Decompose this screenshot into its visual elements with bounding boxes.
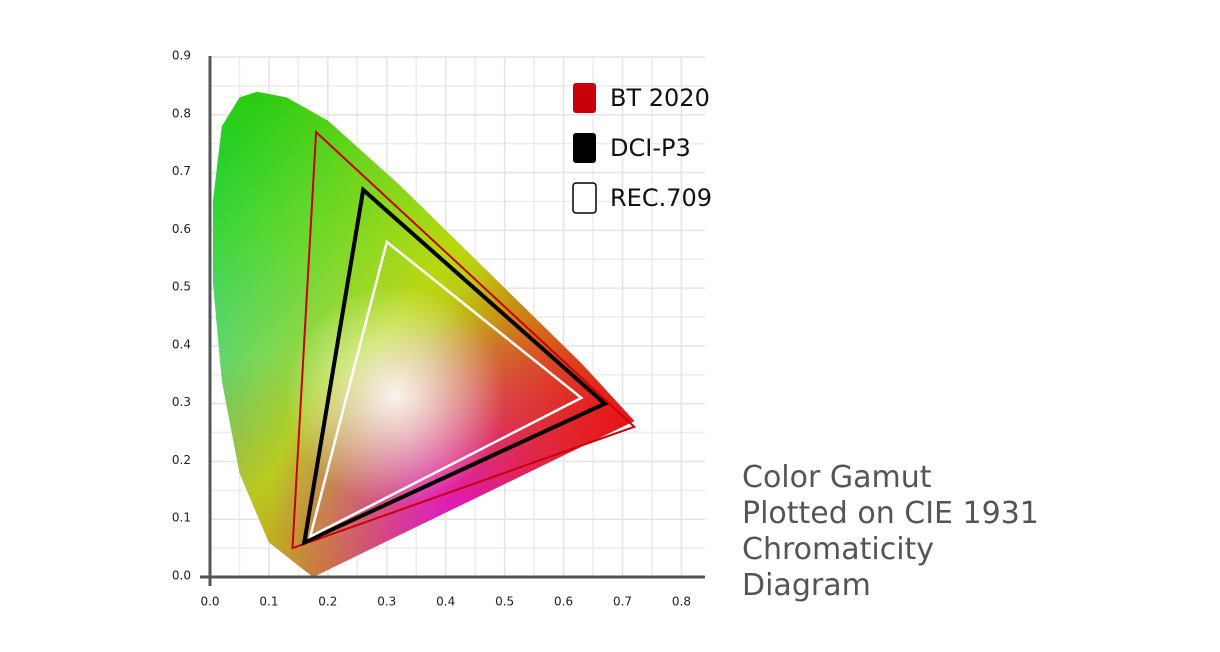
locus-shading xyxy=(212,91,635,577)
x-tick-label: 0.0 xyxy=(200,595,219,609)
y-tick-label: 0.4 xyxy=(172,337,191,351)
x-tick-label: 0.1 xyxy=(259,595,278,609)
legend-label: BT 2020 xyxy=(610,84,710,112)
gamut-triangle xyxy=(308,239,584,539)
title-line: Color Gamut xyxy=(742,460,932,495)
title-line: Diagram xyxy=(742,568,871,603)
y-tick-label: 0.1 xyxy=(172,511,191,525)
gamut-triangle xyxy=(291,129,637,550)
title-line: Chromaticity xyxy=(742,532,935,567)
chart-title: Color Gamut Plotted on CIE 1931 Chromatici… xyxy=(742,460,1039,604)
x-tick-label: 0.6 xyxy=(554,595,573,609)
axes xyxy=(200,56,705,586)
y-tick-label: 0.2 xyxy=(172,453,191,467)
x-tick-label: 0.2 xyxy=(318,595,337,609)
gamuts xyxy=(291,129,637,550)
legend-swatch xyxy=(573,83,596,113)
x-tick-label: 0.4 xyxy=(436,595,455,609)
x-tick-label: 0.8 xyxy=(672,595,691,609)
spectral-locus xyxy=(212,91,635,577)
legend-label: REC.709 xyxy=(610,184,712,212)
y-tick-label: 0.9 xyxy=(172,49,191,63)
legend-label: DCI-P3 xyxy=(610,134,691,162)
shade xyxy=(212,91,635,577)
gamut-triangle xyxy=(301,186,609,546)
y-tick-label: 0.7 xyxy=(172,164,191,178)
legend-swatch xyxy=(572,182,597,214)
x-tick-label: 0.3 xyxy=(377,595,396,609)
y-tick-label: 0.5 xyxy=(172,280,191,294)
y-tick-label: 0.8 xyxy=(172,106,191,120)
x-tick-label: 0.7 xyxy=(613,595,632,609)
y-tick-label: 0.6 xyxy=(172,222,191,236)
x-tick-label: 0.5 xyxy=(495,595,514,609)
y-tick-label: 0.0 xyxy=(172,569,191,583)
title-line: Plotted on CIE 1931 xyxy=(742,496,1039,531)
legend: BT 2020 DCI-P3 REC.709 xyxy=(572,83,712,214)
y-tick-label: 0.3 xyxy=(172,395,191,409)
legend-swatch xyxy=(573,133,596,163)
